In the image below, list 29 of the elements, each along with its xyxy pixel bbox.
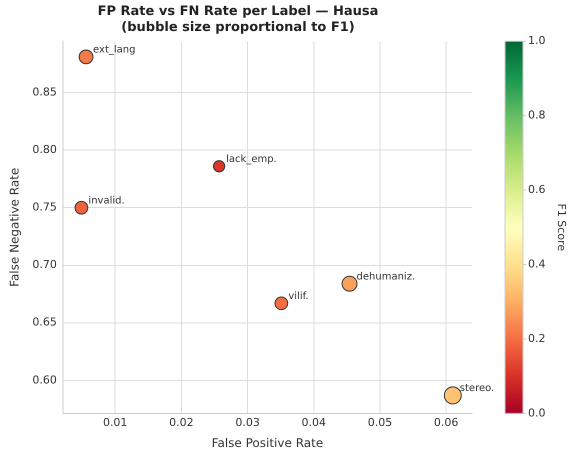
annotation: dehumaniz.	[356, 271, 416, 282]
color-bar-label: 0.0	[528, 406, 546, 420]
y-axis-title: False Negative Rate	[7, 168, 22, 287]
annotation: lack_emp.	[226, 154, 277, 165]
y-tick-label: 0.75	[32, 200, 57, 214]
color-bar-label: 0.6	[528, 182, 546, 196]
annotation: vilif.	[288, 290, 309, 302]
y-tick-label: 0.80	[32, 143, 57, 156]
color-bar-label: 0.8	[528, 108, 546, 122]
annotation: ext_lang	[93, 44, 136, 56]
annotation: stereo.	[460, 383, 494, 394]
chart-subtitle: (bubble size proportional to F1)	[121, 20, 355, 35]
y-tick-label: 0.85	[32, 85, 57, 98]
color-bar-label: 1.0	[528, 34, 546, 48]
color-bar-label: 0.4	[528, 257, 546, 270]
color-bar-label: 0.2	[528, 332, 546, 345]
x-tick-label: 0.02	[169, 416, 194, 429]
x-axis-title: False Positive Rate	[212, 436, 324, 450]
y-tick-label: 0.60	[32, 373, 57, 386]
chart-title: FP Rate vs FN Rate per Label — Hausa	[98, 4, 378, 20]
y-tick-label: 0.65	[32, 316, 57, 329]
x-tick-label: 0.01	[102, 416, 128, 429]
color-bar-title: F1 Score	[555, 203, 568, 252]
annotation: invalid.	[88, 195, 125, 206]
y-tick-label: 0.70	[32, 258, 57, 272]
x-tick-label: 0.04	[302, 416, 326, 429]
x-tick-label: 0.06	[434, 416, 458, 429]
x-tick-label: 0.05	[368, 416, 392, 429]
x-tick-label: 0.03	[235, 416, 260, 429]
